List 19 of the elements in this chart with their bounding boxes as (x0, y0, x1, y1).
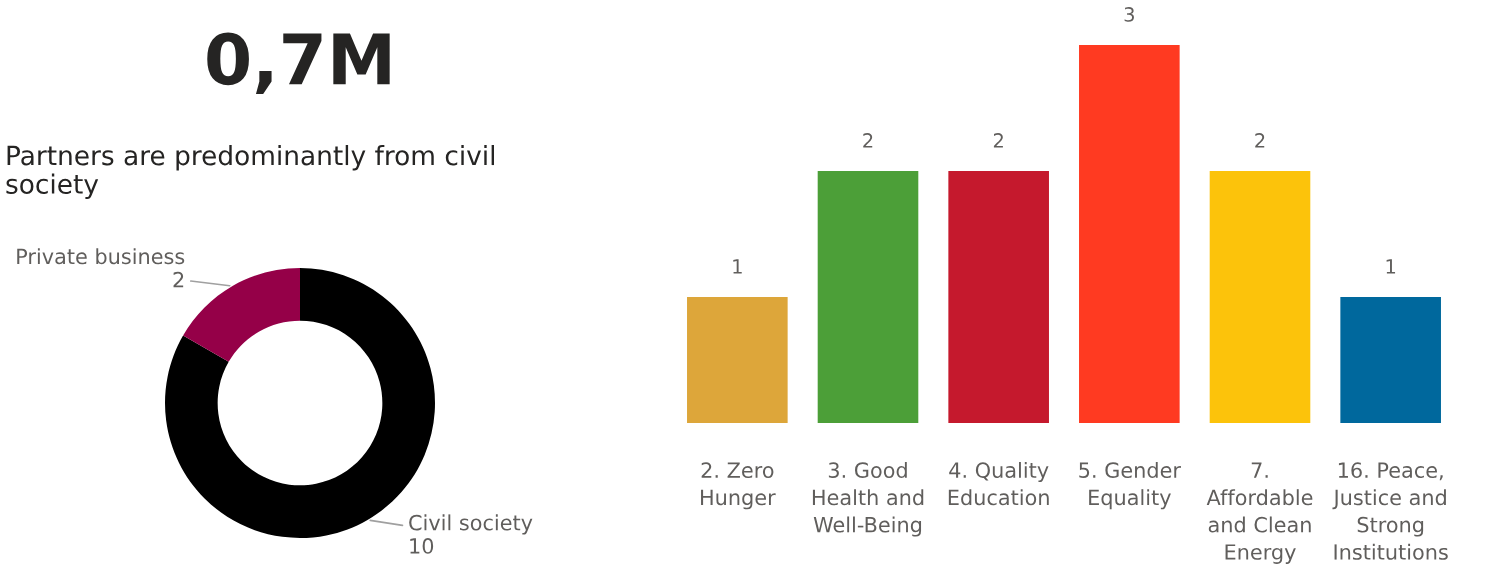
x-tick-label: 4. Quality Education (948, 461, 1049, 506)
x-tick-label: 7. Affordable and Clean Energy (1206, 462, 1313, 564)
x-tick-label: 3. Good Health and Well-Being (812, 461, 924, 537)
data-label: 2 (1255, 133, 1265, 148)
data-label: 1 (733, 259, 742, 274)
donut-slice (183, 268, 300, 362)
data-label: 2 (993, 133, 1003, 148)
x-tick-label: 2. Zero Hunger (701, 462, 776, 510)
x-tick-label: 16. Peace, Justice and Strong Institutions (1332, 462, 1448, 560)
slice-label: Civil society (409, 514, 533, 535)
text: 0,7M (207, 32, 390, 95)
x-tick-label: 5. Gender Equality (1079, 461, 1181, 510)
slice-label: Private business (17, 248, 185, 265)
data-label: 2 (863, 133, 873, 148)
chart-title: Partners are predominantly from civil society (6, 145, 494, 200)
data-label: 1 (1386, 259, 1396, 274)
data-label: 10 (410, 538, 434, 554)
data-label: 2 (173, 271, 184, 288)
data-label: 3 (1124, 7, 1134, 22)
